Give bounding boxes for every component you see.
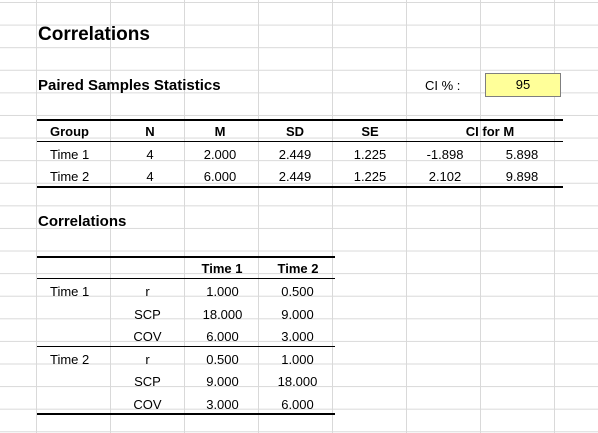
corr-row-stat: COV: [133, 397, 162, 412]
corr-table-top-rule: [37, 256, 335, 258]
corr-row-v1: 9.000: [206, 374, 239, 389]
table-row-se: 1.225: [353, 147, 387, 162]
paired-table-bottom-rule: [37, 186, 563, 188]
corr-row-v1: 6.000: [206, 329, 239, 344]
col-header-sd: SD: [285, 124, 305, 139]
corr-row-v1: 18.000: [202, 307, 243, 322]
ci-label: CI % :: [425, 78, 461, 93]
corr-row-v2: 9.000: [281, 307, 314, 322]
corr-group-divider: [37, 346, 335, 347]
corr-table-header-rule: [37, 278, 335, 279]
corr-row-stat: r: [145, 352, 150, 367]
table-row-ci-high: 9.898: [505, 169, 539, 184]
table-row-n: 4: [146, 169, 154, 184]
corr-row-v2: 6.000: [281, 397, 314, 412]
corr-row-v1: 1.000: [206, 284, 239, 299]
corr-row-v2: 3.000: [281, 329, 314, 344]
corr-row-v2: 1.000: [281, 352, 314, 367]
paired-table-header-rule: [37, 141, 563, 142]
table-row-ci-low: -1.898: [426, 147, 464, 162]
paired-table-top-rule: [37, 119, 563, 121]
table-row-n: 4: [146, 147, 154, 162]
corr-row-stat: SCP: [134, 307, 161, 322]
ci-percent-input[interactable]: 95: [485, 73, 561, 97]
corr-row-stat: COV: [133, 329, 162, 344]
corr-row-v2: 18.000: [277, 374, 318, 389]
table-row-ci-low: 2.102: [428, 169, 462, 184]
table-row-group: Time 2: [50, 169, 90, 184]
corr-row-v1: 0.500: [206, 352, 239, 367]
corr-row-group: Time 2: [50, 352, 90, 367]
col-header-group: Group: [50, 124, 89, 139]
table-row-m: 2.000: [203, 147, 237, 162]
corr-table-bottom-rule: [37, 413, 335, 415]
col-header-se: SE: [361, 124, 379, 139]
corr-row-group: Time 1: [50, 284, 90, 299]
table-row-group: Time 1: [50, 147, 90, 162]
corr-row-v1: 3.000: [206, 397, 239, 412]
table-row-sd: 2.449: [278, 169, 312, 184]
col-header-n: N: [145, 124, 155, 139]
table-row-se: 1.225: [353, 169, 387, 184]
corr-col-header-time1: Time 1: [201, 261, 243, 276]
table-row-sd: 2.449: [278, 147, 312, 162]
correlations-heading: Correlations: [38, 213, 127, 230]
corr-row-stat: r: [145, 284, 150, 299]
col-header-ci-for-m: CI for M: [465, 124, 515, 139]
col-header-m: M: [214, 124, 226, 139]
page-title: Correlations: [38, 24, 150, 45]
corr-row-v2: 0.500: [281, 284, 314, 299]
paired-stats-heading: Paired Samples Statistics: [38, 77, 221, 94]
table-row-ci-high: 5.898: [505, 147, 539, 162]
corr-col-header-time2: Time 2: [277, 261, 319, 276]
table-row-m: 6.000: [203, 169, 237, 184]
corr-row-stat: SCP: [134, 374, 161, 389]
